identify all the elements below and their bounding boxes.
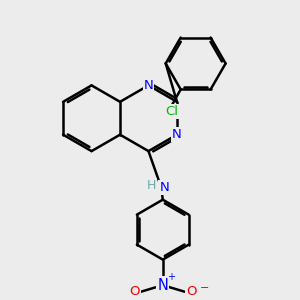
- Text: +: +: [167, 272, 175, 282]
- Text: N: N: [157, 278, 168, 293]
- Text: N: N: [144, 79, 153, 92]
- Text: N: N: [159, 181, 169, 194]
- Text: −: −: [200, 283, 209, 293]
- Text: Cl: Cl: [165, 105, 178, 118]
- Text: O: O: [129, 285, 140, 298]
- Text: N: N: [172, 128, 182, 141]
- Text: O: O: [186, 285, 196, 298]
- Text: H: H: [146, 179, 156, 192]
